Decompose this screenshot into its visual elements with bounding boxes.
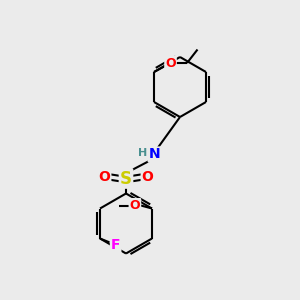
- Text: F: F: [111, 238, 120, 252]
- Text: O: O: [130, 199, 140, 212]
- Text: N: N: [149, 148, 160, 161]
- Text: O: O: [98, 170, 110, 184]
- Text: O: O: [165, 56, 176, 70]
- Text: S: S: [120, 169, 132, 188]
- Text: H: H: [138, 148, 147, 158]
- Text: O: O: [142, 170, 154, 184]
